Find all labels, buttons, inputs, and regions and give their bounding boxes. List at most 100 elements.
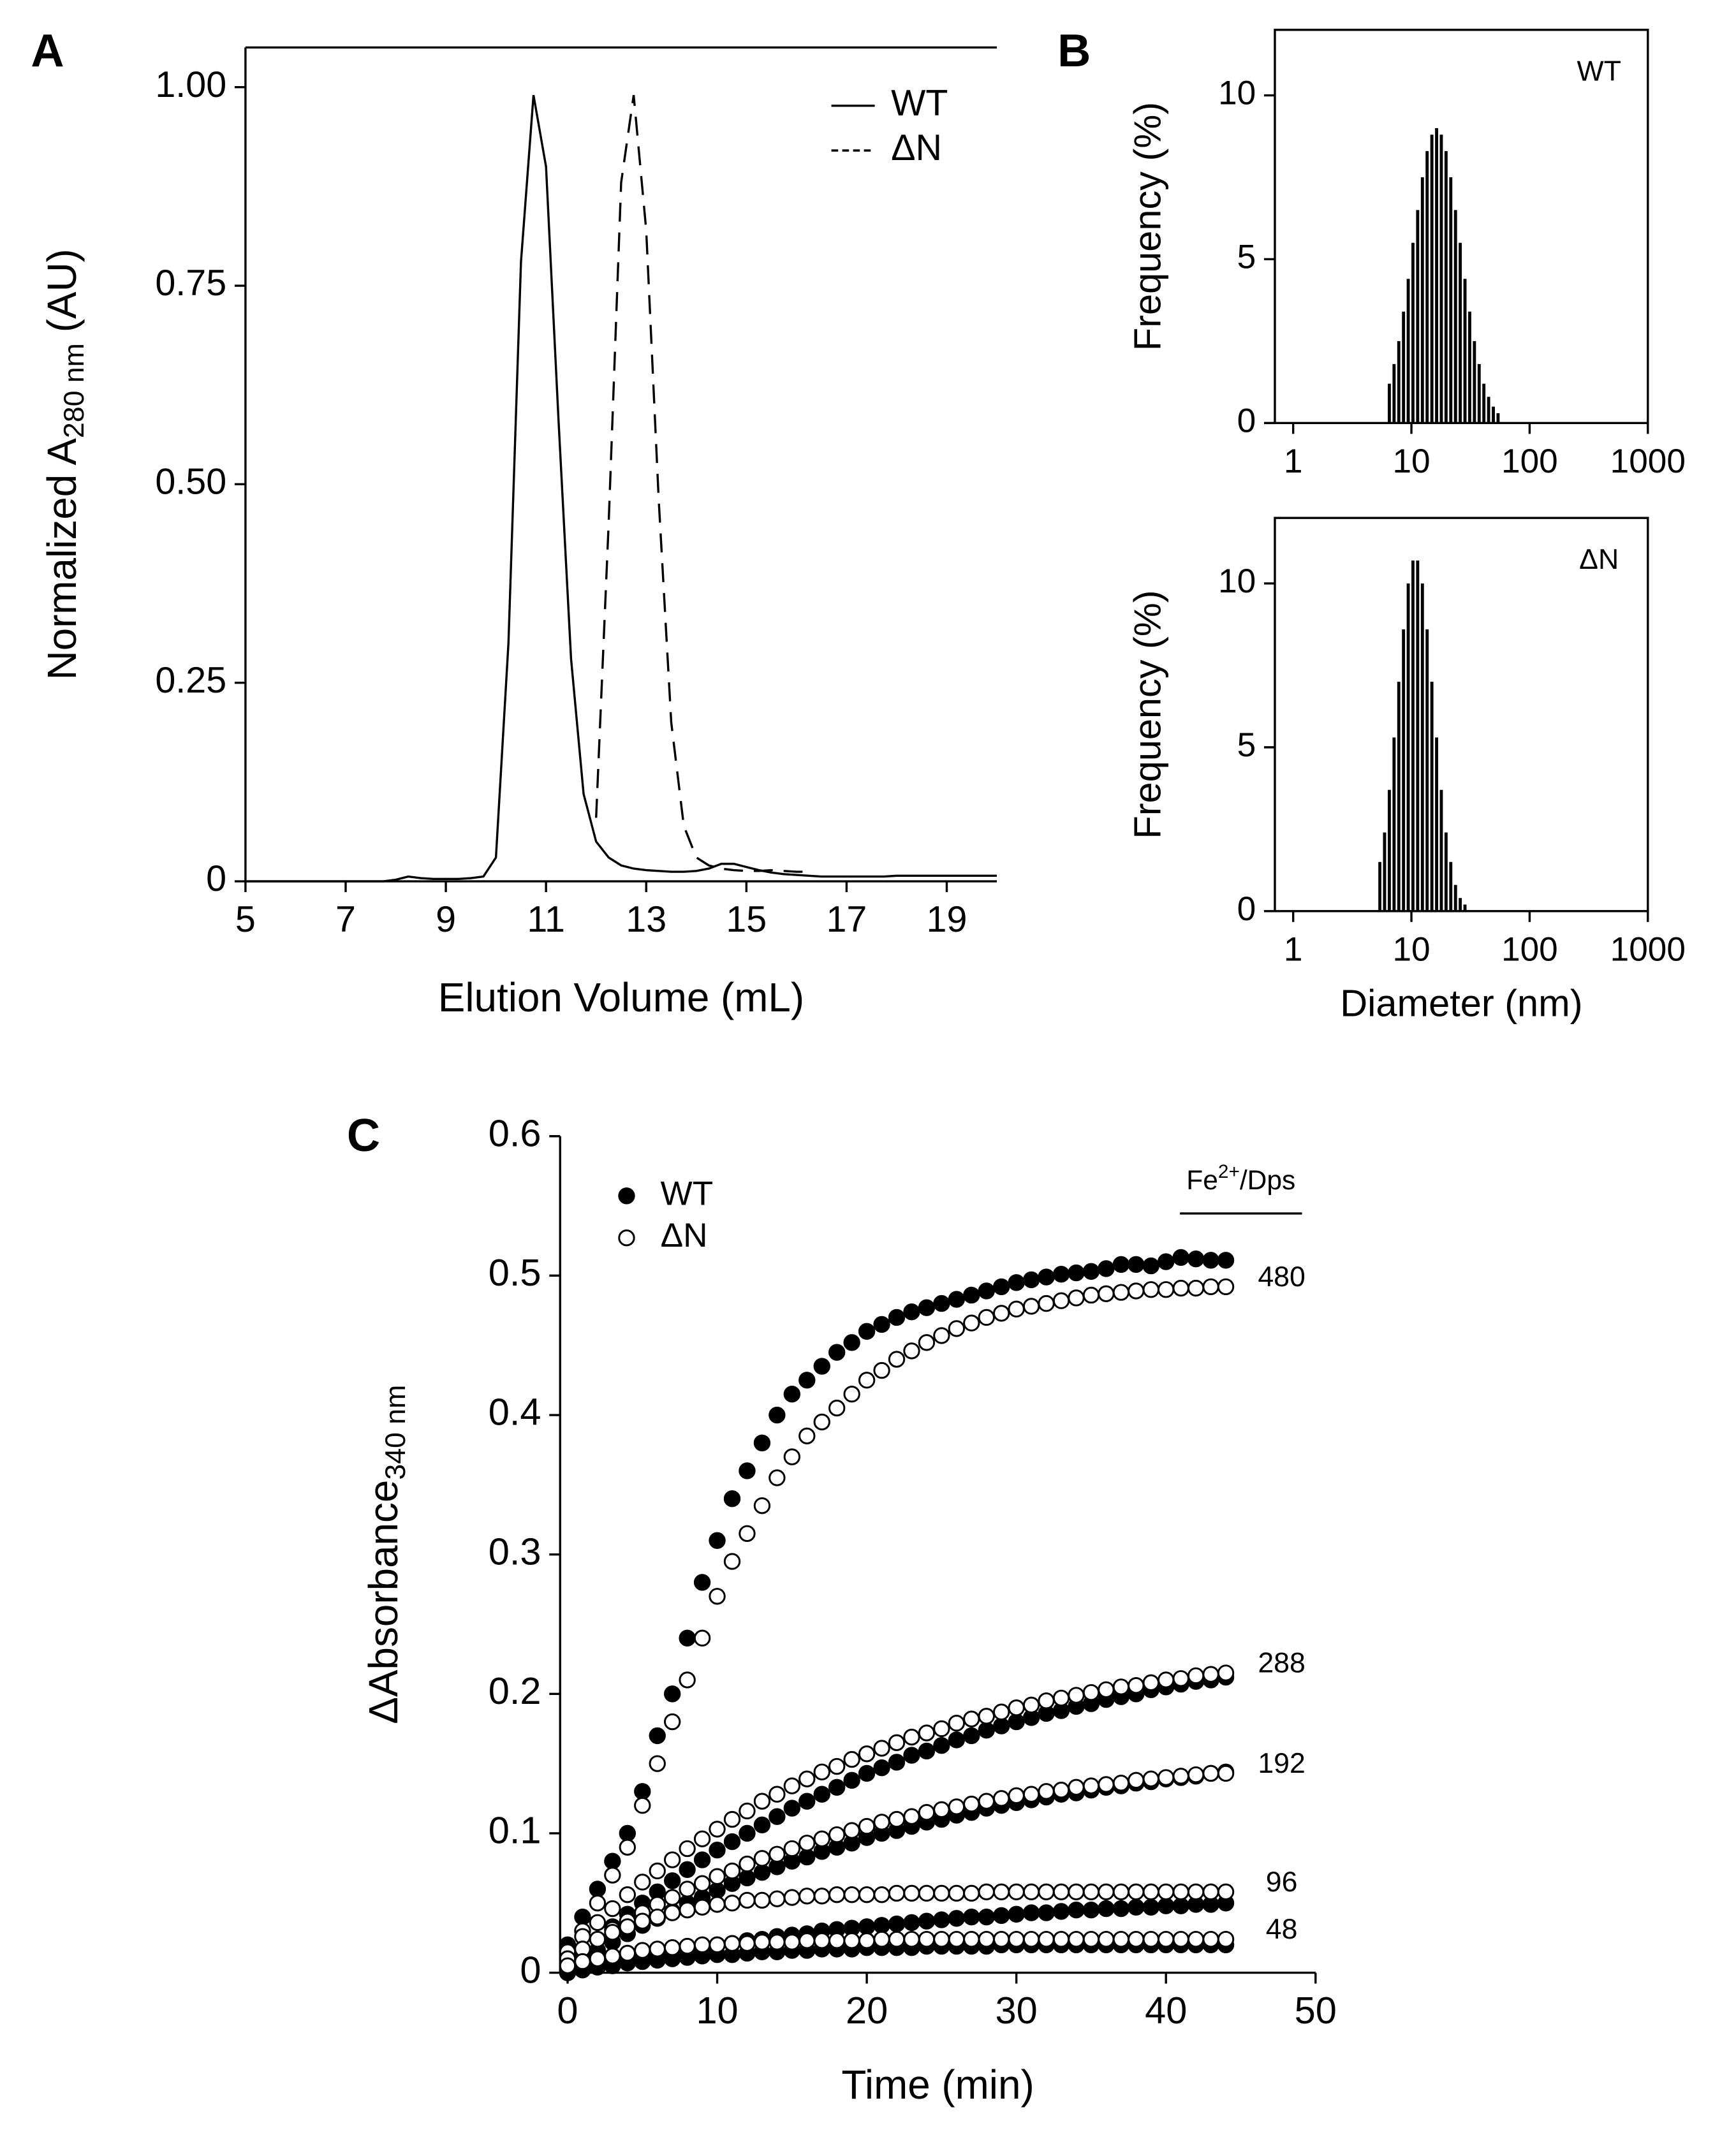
- data-point: [873, 1886, 890, 1903]
- data-point: [933, 1884, 950, 1902]
- data-point: [903, 1914, 920, 1932]
- data-point: [679, 1861, 696, 1878]
- data-point: [1098, 1260, 1115, 1277]
- data-point: [753, 1497, 771, 1515]
- data-point: [963, 1795, 980, 1813]
- y-tick-label: 0.50: [155, 462, 226, 502]
- data-point: [1158, 1281, 1175, 1298]
- data-point: [604, 1867, 621, 1884]
- data-point: [888, 1734, 906, 1752]
- data-point: [664, 1904, 681, 1921]
- data-point: [1202, 1883, 1219, 1900]
- data-point: [664, 1939, 681, 1956]
- data-point: [1187, 1250, 1205, 1268]
- data-point: [1022, 1786, 1040, 1803]
- data-point: [1217, 1883, 1235, 1900]
- data-point: [783, 1800, 801, 1817]
- data-point: [903, 1747, 920, 1764]
- data-point: [933, 1737, 950, 1754]
- data-point: [1202, 1666, 1219, 1683]
- data-point: [858, 1932, 876, 1949]
- data-point: [918, 1299, 936, 1316]
- data-point: [963, 1314, 980, 1331]
- x-tick-label: 0: [557, 1989, 578, 2032]
- data-point: [1187, 1930, 1205, 1948]
- data-point: [634, 1783, 651, 1800]
- data-point: [1158, 1671, 1175, 1689]
- histogram-bar: [1463, 904, 1467, 911]
- data-point: [723, 1810, 741, 1828]
- data-line: [594, 94, 809, 873]
- y-tick-label: 0.6: [489, 1111, 541, 1154]
- data-point: [888, 1351, 906, 1368]
- data-point: [1082, 1683, 1100, 1701]
- data-point: [1038, 1783, 1055, 1800]
- data-point: [1022, 1904, 1040, 1921]
- legend-marker: [618, 1187, 635, 1205]
- x-tick-label: 1000: [1610, 443, 1686, 480]
- y-axis-label-part: (AU): [39, 249, 85, 332]
- histogram-bar: [1420, 583, 1424, 911]
- histogram-bar: [1411, 242, 1415, 423]
- data-point: [828, 1399, 846, 1417]
- data-point: [888, 1884, 906, 1902]
- data-point: [739, 1855, 756, 1873]
- histogram-bar: [1435, 128, 1438, 423]
- data-point: [1112, 1775, 1130, 1792]
- data-point: [1038, 1930, 1055, 1948]
- data-point: [739, 1869, 756, 1887]
- histogram-bar: [1492, 406, 1495, 423]
- group-label: 192: [1258, 1748, 1305, 1779]
- x-tick-label: 30: [996, 1989, 1038, 2032]
- data-point: [993, 1930, 1010, 1948]
- data-point: [888, 1930, 906, 1948]
- data-point: [813, 1888, 830, 1905]
- data-point: [1008, 1699, 1025, 1717]
- histogram-bar: [1487, 397, 1490, 423]
- data-point: [1052, 1689, 1070, 1707]
- data-point: [918, 1724, 936, 1742]
- data-point: [1022, 1696, 1040, 1713]
- data-point: [993, 1278, 1010, 1296]
- data-point: [709, 1842, 726, 1859]
- x-axis-label: Diameter (nm): [1340, 981, 1582, 1024]
- data-point: [843, 1334, 860, 1351]
- data-point: [1217, 1764, 1235, 1782]
- data-point: [1112, 1930, 1130, 1948]
- y-tick-label: 1.00: [155, 64, 226, 105]
- data-point: [769, 1469, 786, 1486]
- data-point: [1142, 1674, 1159, 1692]
- histogram-bar: [1453, 884, 1457, 911]
- data-point: [604, 1852, 621, 1870]
- data-point: [1112, 1900, 1130, 1918]
- y-tick-label: 0.5: [489, 1251, 541, 1294]
- data-point: [1052, 1781, 1070, 1799]
- data-point: [649, 1940, 666, 1958]
- y-tick-label: 0.75: [155, 263, 226, 304]
- data-point: [1187, 1766, 1205, 1784]
- data-point: [843, 1932, 860, 1949]
- data-point: [1202, 1278, 1219, 1296]
- data-point: [798, 1888, 816, 1905]
- data-point: [978, 1721, 995, 1739]
- data-point: [559, 1957, 577, 1974]
- data-point: [858, 1764, 876, 1782]
- histogram-bar: [1392, 363, 1396, 423]
- data-point: [679, 1937, 696, 1955]
- data-point: [963, 1930, 980, 1948]
- data-point: [873, 1316, 890, 1333]
- y-axis-label: ΔAbsorbance340 nm: [360, 1385, 411, 1724]
- data-point: [1038, 1883, 1055, 1900]
- data-point: [753, 1891, 771, 1909]
- data-point: [933, 1930, 950, 1948]
- histogram-bar: [1383, 832, 1387, 911]
- data-point: [1038, 1295, 1055, 1312]
- x-tick-label: 20: [846, 1989, 888, 2032]
- data-point: [948, 1320, 966, 1337]
- data-point: [589, 1881, 607, 1898]
- data-point: [1112, 1284, 1130, 1301]
- data-point: [723, 1895, 741, 1912]
- data-point: [978, 1930, 995, 1948]
- x-tick-label: 100: [1501, 443, 1558, 480]
- data-point: [1052, 1903, 1070, 1920]
